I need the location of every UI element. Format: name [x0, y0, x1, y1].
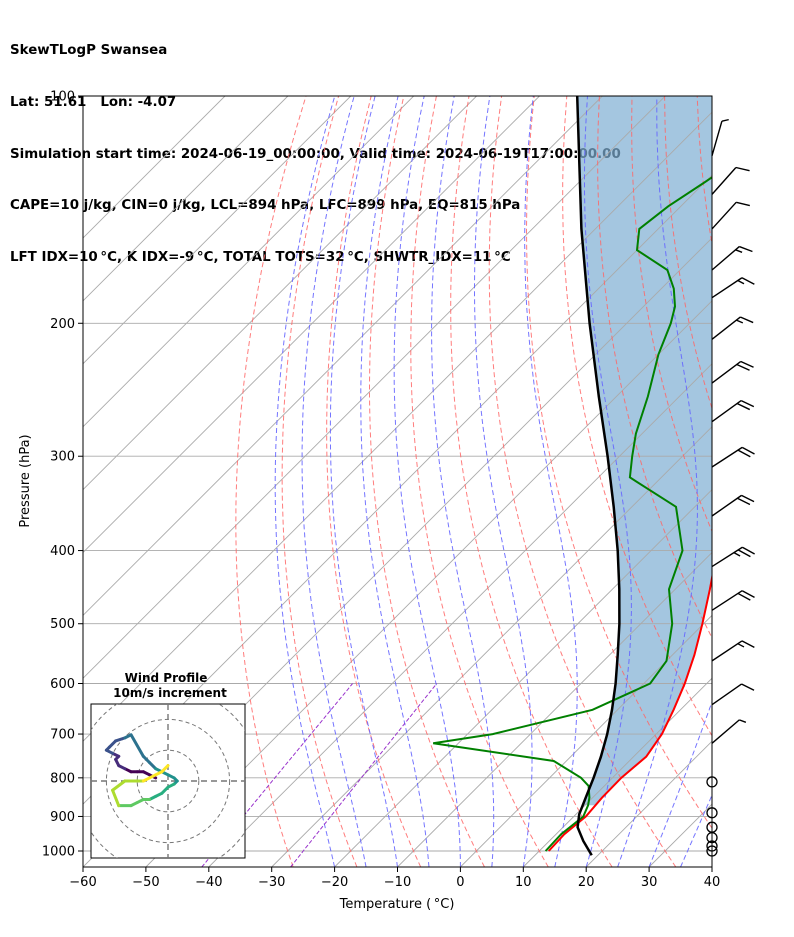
- y-tick-label: 100: [50, 90, 75, 105]
- hodograph-title: Wind Profile: [125, 671, 208, 685]
- calm-wind-marker: [706, 821, 718, 833]
- x-tick-label: 20: [578, 875, 595, 890]
- wind-barb: [711, 399, 755, 423]
- wind-barb: [711, 640, 755, 662]
- wind-barb: [711, 118, 729, 156]
- x-tick-label: 30: [641, 875, 658, 890]
- x-axis-label: Temperature ( °C): [339, 897, 455, 912]
- plot-area: [83, 96, 712, 867]
- hodograph-subtitle: 10m/s increment: [113, 686, 227, 700]
- wind-barb: [711, 683, 755, 706]
- y-tick-label: 800: [50, 771, 75, 786]
- hodograph-segment: [111, 779, 127, 792]
- wind-barb: [711, 590, 755, 611]
- hodograph-ring: [136, 749, 200, 813]
- index-parameters: LFT IDX=10 °C, K IDX=-9 °C, TOTAL TOTS=3…: [10, 249, 511, 265]
- x-tick-label: −20: [321, 875, 348, 890]
- wind-barbs: [706, 118, 755, 857]
- wind-barb: [711, 719, 747, 744]
- x-tick-label: −40: [195, 875, 222, 890]
- x-tick-label: 0: [456, 875, 464, 890]
- calm-wind-marker: [706, 840, 718, 852]
- x-tick-label: 10: [515, 875, 532, 890]
- chart-header: SkewTLogP Swansea Lat: 51.61 Lon: -4.07 …: [10, 8, 621, 283]
- location-coordinates: Lat: 51.61 Lon: -4.07: [10, 95, 177, 110]
- wind-barb: [711, 245, 753, 271]
- calm-wind-marker: [706, 845, 718, 857]
- hodograph-segment: [129, 733, 145, 758]
- hodograph-segment: [114, 736, 127, 743]
- profile-lines: [433, 96, 712, 856]
- y-axis-label: Pressure (hPa): [18, 434, 33, 527]
- wind-barb: [711, 546, 755, 568]
- wind-barb: [711, 166, 750, 195]
- cape-fill: [577, 96, 712, 806]
- x-tick-label: −10: [384, 875, 411, 890]
- y-tick-label: 700: [50, 728, 75, 743]
- y-tick-label: 200: [50, 317, 75, 332]
- y-tick-label: 500: [50, 617, 75, 632]
- wind-barb: [711, 494, 755, 517]
- x-tick-label: −60: [69, 875, 96, 890]
- wind-barb: [711, 316, 754, 340]
- chart-title: SkewTLogP Swansea: [10, 43, 168, 59]
- wind-barb: [711, 446, 755, 468]
- hodograph-segment: [160, 764, 170, 774]
- hodograph-inset: Wind Profile 10m/s increment: [90, 671, 246, 859]
- wind-barb: [711, 277, 755, 299]
- y-tick-label: 900: [50, 810, 75, 825]
- y-tick-label: 400: [50, 544, 75, 559]
- cape-region: [577, 96, 712, 806]
- x-tick-label: 40: [704, 875, 721, 890]
- wind-barb: [711, 201, 750, 230]
- hodograph-segment: [111, 788, 121, 808]
- parcel-line: [575, 96, 621, 856]
- axes: −60 −50 −40 −30 −20 −10 0 10 20 30 40 1000 900 800 700…: [42, 90, 720, 891]
- stability-parameters: CAPE=10 j/kg, CIN=0 j/kg, LCL=894 hPa, L…: [10, 198, 521, 214]
- x-tick-label: −50: [132, 875, 159, 890]
- x-tick-label: −30: [258, 875, 285, 890]
- y-tick-label: 1000: [42, 845, 75, 860]
- dewpoint-line: [433, 176, 712, 852]
- y-tick-label: 600: [50, 677, 75, 692]
- calm-wind-marker: [706, 776, 718, 788]
- calm-wind-marker: [706, 807, 718, 819]
- wind-barb: [711, 360, 754, 384]
- temperature-line: [547, 572, 712, 852]
- simulation-times: Simulation start time: 2024-06-19_00:00:…: [10, 146, 621, 162]
- y-tick-label: 300: [50, 450, 75, 465]
